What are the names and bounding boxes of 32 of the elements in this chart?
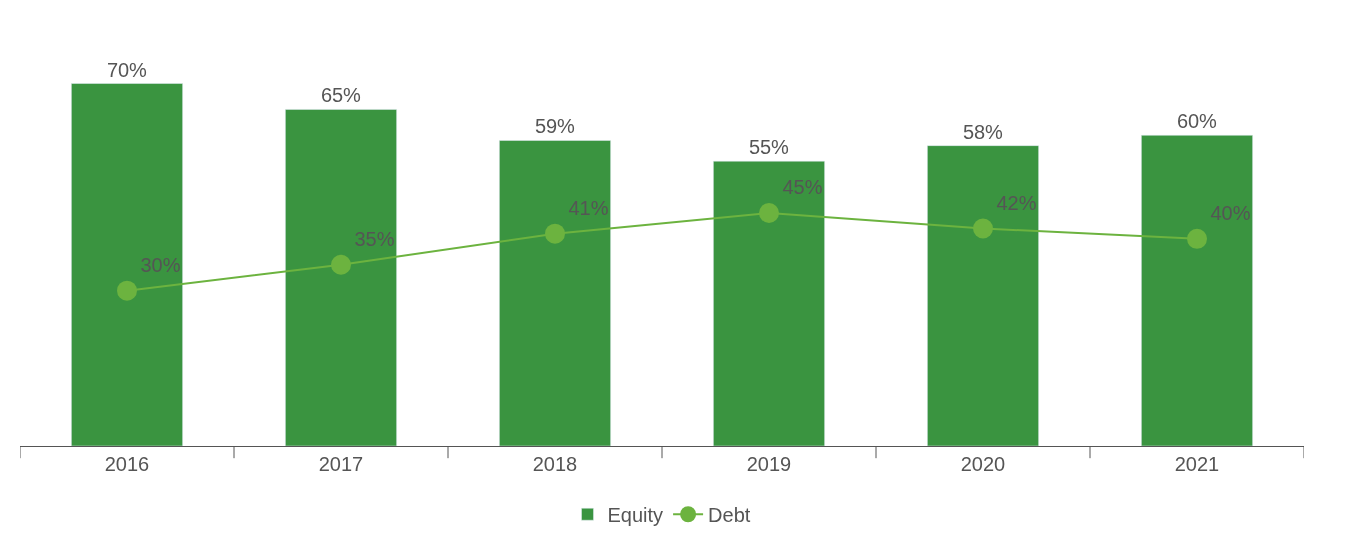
legend-label: Debt — [708, 504, 751, 527]
point — [1187, 228, 1207, 249]
point — [545, 223, 565, 244]
x-tick-label: 2019 — [746, 453, 792, 475]
data-label: 59% — [534, 115, 576, 138]
data-label: 41% — [568, 197, 609, 220]
legend-label: Equity — [607, 504, 664, 527]
x-tick-label: 2020 — [960, 453, 1006, 475]
point — [117, 280, 137, 301]
data-label: 30% — [140, 254, 181, 277]
data-label: 70% — [106, 58, 148, 81]
point — [759, 202, 779, 223]
data-label: 45% — [782, 176, 823, 199]
data-label: 58% — [962, 120, 1004, 143]
data-label: 40% — [1210, 202, 1251, 225]
data-label: 60% — [1176, 110, 1218, 133]
bar — [285, 109, 397, 446]
x-tick-label: 2018 — [532, 453, 578, 475]
x-tick-label: 2017 — [318, 453, 364, 475]
bar — [927, 145, 1039, 446]
data-label: 35% — [354, 228, 395, 251]
data-label: 65% — [320, 84, 362, 107]
bar — [1141, 135, 1253, 446]
point — [973, 218, 993, 239]
x-tick-label: 2016 — [104, 453, 150, 475]
bar — [71, 83, 183, 446]
data-label: 42% — [996, 192, 1037, 214]
bar — [713, 160, 825, 446]
point — [331, 254, 351, 275]
bar — [499, 140, 611, 446]
x-tick-label: 2021 — [1174, 453, 1220, 475]
data-label: 55% — [748, 136, 790, 159]
